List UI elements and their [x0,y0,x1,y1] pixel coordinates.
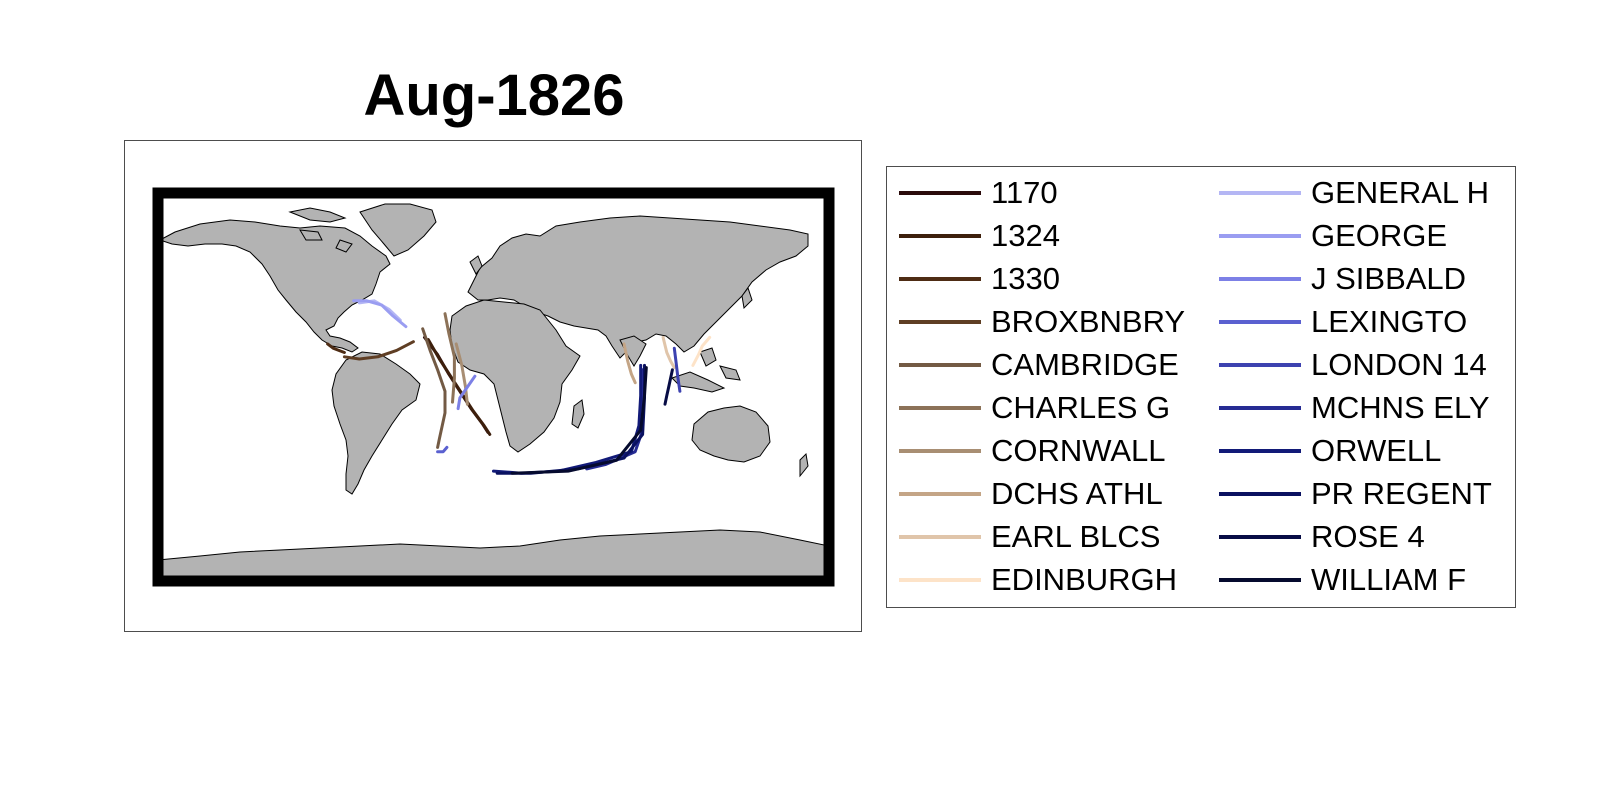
legend-line-swatch [899,276,981,281]
antarctica-landmass [157,529,830,582]
legend-item: DCHS ATHL [887,472,1185,515]
legend-item: GEORGE [1207,214,1492,257]
legend-label: ORWELL [1311,432,1442,468]
ship-track [456,374,477,411]
legend-item: J SIBBALD [1207,257,1492,300]
ship-track [443,312,456,404]
ship-track [622,342,637,385]
legend-item: CHARLES G [887,386,1185,429]
ship-track [436,445,449,454]
chart-title: Aug-1826 [363,63,625,128]
legend-label: MCHNS ELY [1311,389,1490,425]
arctic-islands [288,207,353,253]
legend-label: EARL BLCS [991,518,1161,554]
legend-line-swatch [1219,577,1301,582]
legend-label: DCHS ATHL [991,475,1163,511]
legend-line-swatch [1219,233,1301,238]
ship-track [454,342,469,406]
ship-track [421,327,447,449]
greenland-landmass [359,203,437,257]
north-america-landmass [158,219,391,353]
legend-item: ROSE 4 [1207,515,1492,558]
legend-line-swatch [899,233,981,238]
legend-label: CHARLES G [991,389,1171,425]
legend-line-swatch [899,577,981,582]
british-isles [469,255,483,275]
ship-track [510,366,648,475]
legend-line-swatch [1219,405,1301,410]
southeast-asia-islands [671,347,741,393]
legend-label: WILLIAM F [1311,561,1467,597]
legend-item: WILLIAM F [1207,558,1492,601]
legend-item: PR REGENT [1207,472,1492,515]
legend: 1170 1324 1330 BROXBNBRY CAMBRIDGE CHARLES G C… [886,166,1516,608]
legend-line-swatch [1219,362,1301,367]
legend-label: LEXINGTO [1311,303,1468,339]
legend-label: CORNWALL [991,432,1166,468]
map-frame [152,187,835,587]
legend-item: EDINBURGH [887,558,1185,601]
legend-label: 1330 [991,260,1060,296]
legend-item: LONDON 14 [1207,343,1492,386]
legend-line-swatch [1219,276,1301,281]
legend-item: MCHNS ELY [1207,386,1492,429]
legend-line-swatch [899,362,981,367]
ship-track [342,340,415,361]
land-layer [157,203,830,582]
eurasia-landmass [467,215,809,359]
ship-track [663,368,674,406]
legend-item: EARL BLCS [887,515,1185,558]
legend-item: 1324 [887,214,1185,257]
legend-item: LEXINGTO [1207,300,1492,343]
legend-label: LONDON 14 [1311,346,1487,382]
legend-item: ORWELL [1207,429,1492,472]
legend-column-2: GENERAL H GEORGE J SIBBALD LEXINGTO LONDON 1… [1207,171,1492,601]
ship-track [352,299,408,329]
ship-track [672,346,682,393]
legend-item: 1330 [887,257,1185,300]
legend-line-swatch [899,190,981,195]
new-zealand [799,452,809,478]
legend-label: GENERAL H [1311,174,1490,210]
legend-label: EDINBURGH [991,561,1178,597]
africa-landmass [449,299,581,453]
ship-track [326,342,346,354]
legend-line-swatch [1219,319,1301,324]
legend-label: ROSE 4 [1311,518,1425,554]
legend-label: 1170 [991,174,1058,210]
legend-item: BROXBNBRY [887,300,1185,343]
legend-label: PR REGENT [1311,475,1492,511]
ship-track [661,335,676,370]
australia-landmass [691,405,771,463]
legend-label: GEORGE [1311,217,1448,253]
legend-line-swatch [899,534,981,539]
legend-line-swatch [1219,448,1301,453]
legend-item: CAMBRIDGE [887,343,1185,386]
legend-label: CAMBRIDGE [991,346,1179,382]
ship-track [691,335,712,367]
legend-line-swatch [1219,534,1301,539]
legend-line-swatch [1219,491,1301,496]
tracks-layer [326,299,712,475]
legend-label: 1324 [991,217,1060,253]
japan [741,286,753,310]
legend-item: CORNWALL [887,429,1185,472]
legend-column-1: 1170 1324 1330 BROXBNBRY CAMBRIDGE CHARLES G C… [887,171,1185,601]
legend-line-swatch [1219,190,1301,195]
legend-line-swatch [899,491,981,496]
legend-item: GENERAL H [1207,171,1492,214]
legend-line-swatch [899,448,981,453]
legend-line-swatch [899,319,981,324]
south-america-landmass [331,351,421,495]
legend-item: 1170 [887,171,1185,214]
legend-label: J SIBBALD [1311,260,1467,296]
legend-label: BROXBNBRY [991,303,1186,339]
legend-line-swatch [899,405,981,410]
madagascar [571,399,585,429]
